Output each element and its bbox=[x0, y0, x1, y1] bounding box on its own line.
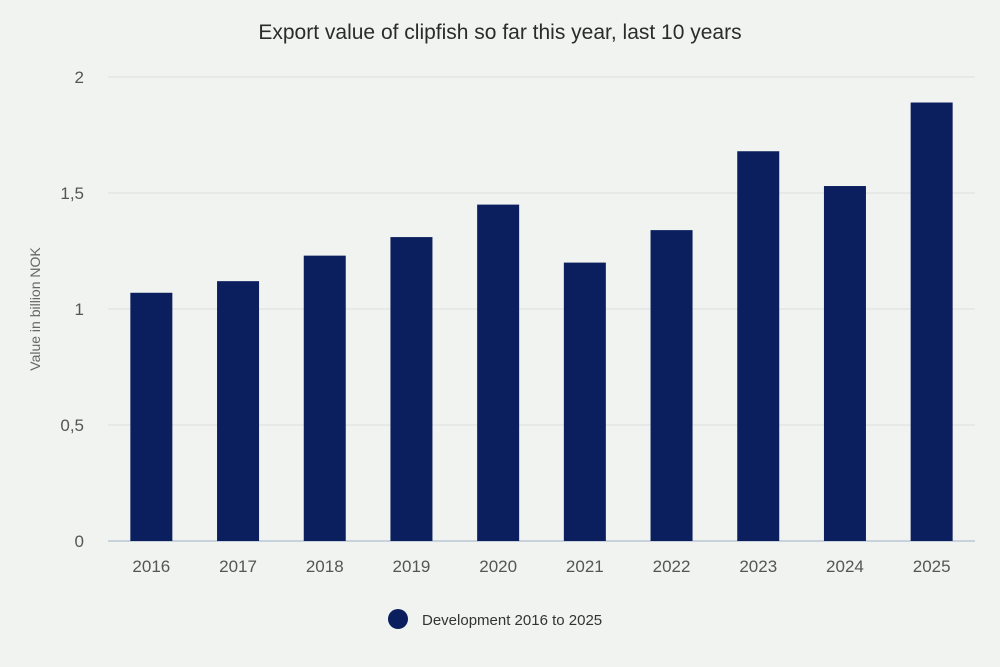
y-axis-label: Value in billion NOK bbox=[27, 247, 43, 371]
bar-2021 bbox=[563, 262, 606, 541]
bar-2020 bbox=[477, 204, 520, 541]
legend-swatch bbox=[388, 609, 408, 629]
y-axis-ticks: 0 0,5 1 1,5 2 bbox=[60, 68, 84, 551]
bar-2017 bbox=[217, 281, 260, 541]
x-tick-label: 2023 bbox=[739, 557, 777, 576]
legend: Development 2016 to 2025 bbox=[388, 609, 602, 629]
x-tick-label: 2017 bbox=[219, 557, 257, 576]
chart-title: Export value of clipfish so far this yea… bbox=[258, 21, 741, 44]
bar-2024 bbox=[823, 186, 866, 542]
legend-label: Development 2016 to 2025 bbox=[422, 612, 602, 629]
x-tick-label: 2022 bbox=[653, 557, 691, 576]
bar-2016 bbox=[130, 292, 173, 541]
x-tick-label: 2021 bbox=[566, 557, 604, 576]
bar-2023 bbox=[737, 151, 780, 542]
bar-2018 bbox=[303, 255, 346, 541]
x-tick-label: 2018 bbox=[306, 557, 344, 576]
x-tick-label: 2016 bbox=[132, 557, 170, 576]
y-tick-label: 2 bbox=[75, 68, 84, 87]
bar-2019 bbox=[390, 237, 433, 541]
y-tick-label: 0 bbox=[75, 532, 84, 551]
y-tick-label: 0,5 bbox=[60, 416, 84, 435]
x-axis-ticks: 2016 2017 2018 2019 2020 2021 2022 2023 2024 2025 bbox=[132, 557, 950, 576]
x-tick-label: 2020 bbox=[479, 557, 517, 576]
x-tick-label: 2025 bbox=[913, 557, 951, 576]
bar-2022 bbox=[650, 230, 693, 541]
y-tick-label: 1,5 bbox=[60, 184, 84, 203]
bar-2025 bbox=[910, 102, 953, 542]
x-tick-label: 2024 bbox=[826, 557, 864, 576]
bars bbox=[130, 102, 953, 542]
x-tick-label: 2019 bbox=[393, 557, 431, 576]
y-tick-label: 1 bbox=[75, 300, 84, 319]
